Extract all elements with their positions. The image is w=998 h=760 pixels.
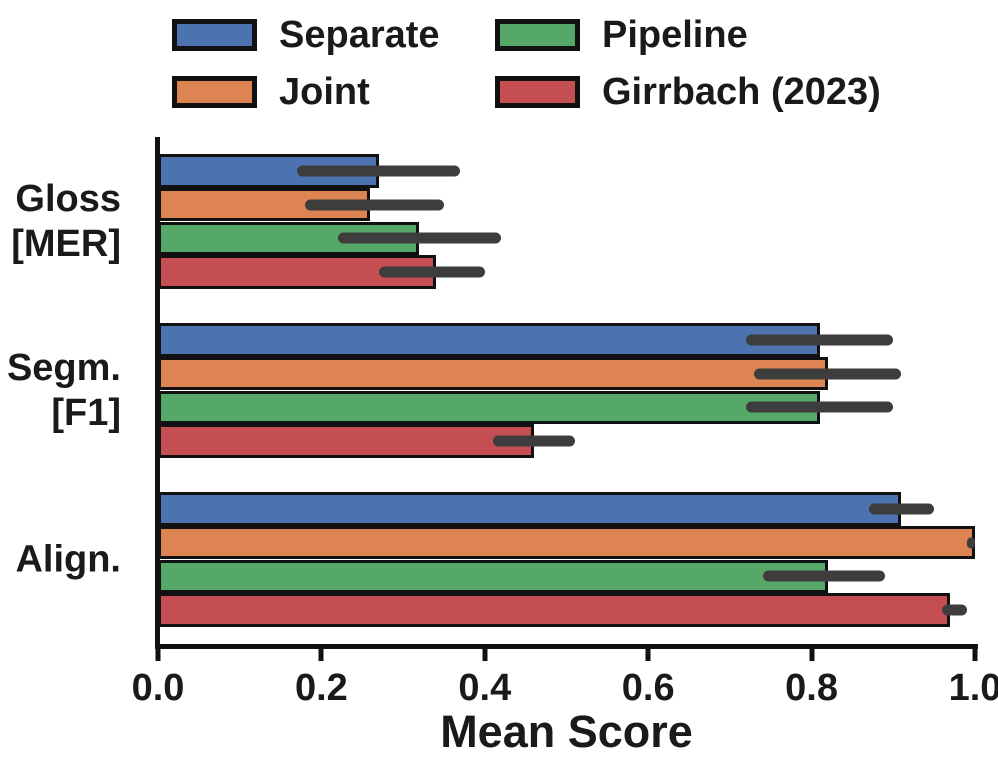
y-tick-label-line: Align. <box>15 538 121 580</box>
legend-item-separate: Separate <box>172 14 440 56</box>
legend-item-pipeline: Pipeline <box>495 14 748 56</box>
x-tick-mark-0.8 <box>809 649 815 661</box>
error-bar-girrbach-2023-segm-f1 <box>492 435 575 447</box>
bar-separate-segm-f1 <box>158 322 820 357</box>
x-tick-mark-0.6 <box>645 649 651 661</box>
legend-label-pipeline: Pipeline <box>602 14 748 56</box>
x-tick-label-0.6: 0.6 <box>621 667 675 709</box>
y-tick-label-line: Segm. <box>6 346 121 389</box>
error-bar-separate-gloss-mer <box>296 165 461 177</box>
x-tick-label-0.2: 0.2 <box>294 667 348 709</box>
y-tick-label-line: [F1] <box>51 391 121 434</box>
legend-swatch-separate <box>172 19 257 51</box>
x-axis-spine <box>155 644 978 649</box>
legend-item-girrbach-2023: Girrbach (2023) <box>495 71 881 113</box>
x-tick-label-1.0: 1.0 <box>948 667 998 709</box>
y-axis-tick-labels: Gloss [MER] Segm. [F1] Align. <box>0 137 121 644</box>
error-bar-girrbach-2023-align <box>942 604 967 616</box>
y-tick-label-gloss-mer: Gloss [MER] <box>11 177 121 267</box>
error-bar-girrbach-2023-gloss-mer <box>378 266 485 278</box>
bar-girrbach-2023-segm-f1 <box>158 424 534 459</box>
x-tick-label-0.0: 0.0 <box>131 667 185 709</box>
bar-pipeline-align <box>158 559 828 594</box>
legend-label-joint: Joint <box>279 71 370 113</box>
x-axis-label: Mean Score <box>440 706 693 757</box>
bar-pipeline-segm-f1 <box>158 390 820 425</box>
x-tick-label-0.4: 0.4 <box>458 667 512 709</box>
y-tick-label-align: Align. <box>15 537 121 582</box>
x-axis: 0.0 0.2 0.4 0.6 0.8 1.0 <box>132 649 998 709</box>
y-axis-spine <box>155 137 160 649</box>
bar-joint-segm-f1 <box>158 356 828 391</box>
y-tick-label-line: Gloss <box>15 177 121 220</box>
x-tick-label-0.8: 0.8 <box>785 667 838 709</box>
error-bar-joint-align <box>966 537 975 549</box>
error-bar-separate-segm-f1 <box>746 334 894 346</box>
x-tick-mark-0.0 <box>155 649 161 661</box>
bar-joint-align <box>158 525 975 560</box>
error-bar-pipeline-segm-f1 <box>746 401 894 413</box>
plot-area <box>158 137 975 644</box>
x-tick-mark-0.2 <box>318 649 324 661</box>
legend-swatch-pipeline <box>495 19 580 51</box>
legend-label-separate: Separate <box>279 14 440 56</box>
error-bar-separate-align <box>868 503 935 515</box>
bar-girrbach-2023-align <box>158 593 951 628</box>
error-bar-joint-segm-f1 <box>754 368 902 380</box>
bar-separate-align <box>158 491 902 526</box>
x-tick-mark-1.0 <box>972 649 978 661</box>
legend-label-girrbach-2023: Girrbach (2023) <box>602 71 881 113</box>
y-tick-label-line: [MER] <box>11 222 121 265</box>
error-bar-joint-gloss-mer <box>305 199 444 211</box>
y-tick-label-segm-f1: Segm. [F1] <box>7 346 121 436</box>
x-tick-mark-0.4 <box>482 649 488 661</box>
legend-item-joint: Joint <box>172 71 370 113</box>
legend-swatch-joint <box>172 76 257 108</box>
legend-swatch-girrbach-2023 <box>495 76 580 108</box>
error-bar-pipeline-gloss-mer <box>337 232 502 244</box>
error-bar-pipeline-align <box>762 570 886 582</box>
